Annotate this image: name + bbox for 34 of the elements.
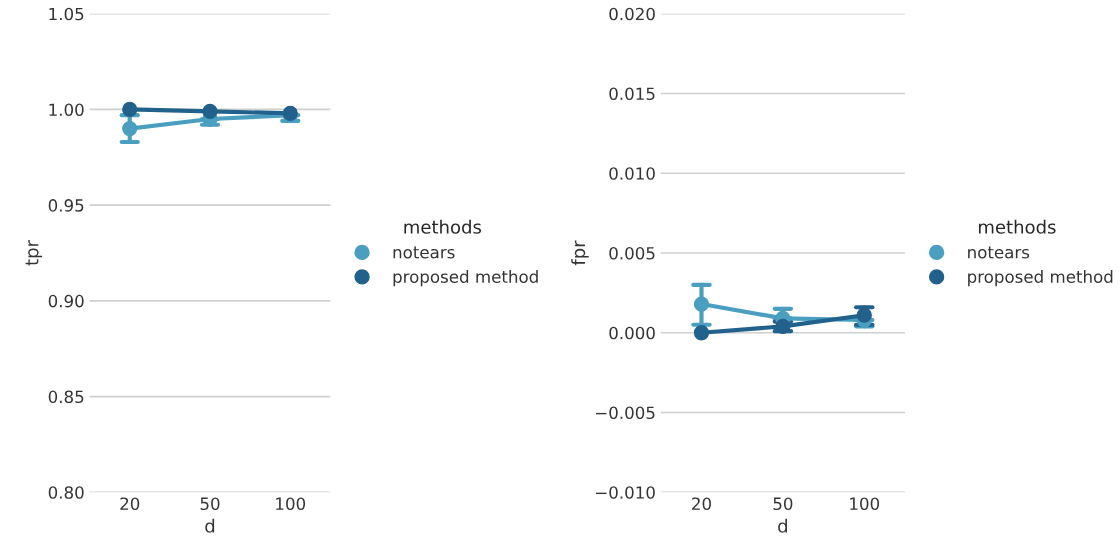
point <box>122 120 138 137</box>
x-tick-label: 20 <box>120 497 140 511</box>
y-tick-label: 0.015 <box>609 87 655 101</box>
x-tick-label: 50 <box>200 497 220 511</box>
y-tick-label: 0.020 <box>609 7 655 21</box>
legend-label: proposed method <box>968 270 1113 287</box>
point <box>856 307 872 323</box>
y-axis-title: tpr <box>25 240 43 266</box>
point <box>693 325 710 341</box>
x-tick-label: 50 <box>773 497 793 511</box>
legend-title: methods <box>978 219 1056 234</box>
y-tick-label: 0.95 <box>48 199 84 212</box>
legend-label: notears <box>393 246 455 259</box>
y-tick-label: 1.00 <box>49 103 84 117</box>
y-tick-label: 1.05 <box>49 7 84 21</box>
y-tick-label: 0.005 <box>609 246 655 260</box>
x-tick-label: 100 <box>276 497 306 511</box>
legend-title: methods <box>404 219 482 234</box>
point <box>122 101 138 118</box>
y-tick-label: −0.010 <box>596 486 655 499</box>
y-tick-label: 0.80 <box>48 486 84 499</box>
legend-label: notears <box>968 246 1030 259</box>
y-tick-label: 0.90 <box>48 294 84 308</box>
x-tick-label: 100 <box>850 497 880 511</box>
y-tick-label: 0.010 <box>609 167 655 180</box>
legend-label: proposed method <box>393 270 538 287</box>
y-tick-label: −0.005 <box>596 406 655 420</box>
x-axis-title: d <box>778 518 787 533</box>
x-tick-label: 20 <box>692 497 711 511</box>
y-tick-label: 0.85 <box>48 390 84 404</box>
point <box>693 296 710 312</box>
x-axis-title: d <box>205 518 215 533</box>
y-tick-label: 0.000 <box>609 326 655 340</box>
y-axis-title: fpr <box>571 240 589 266</box>
